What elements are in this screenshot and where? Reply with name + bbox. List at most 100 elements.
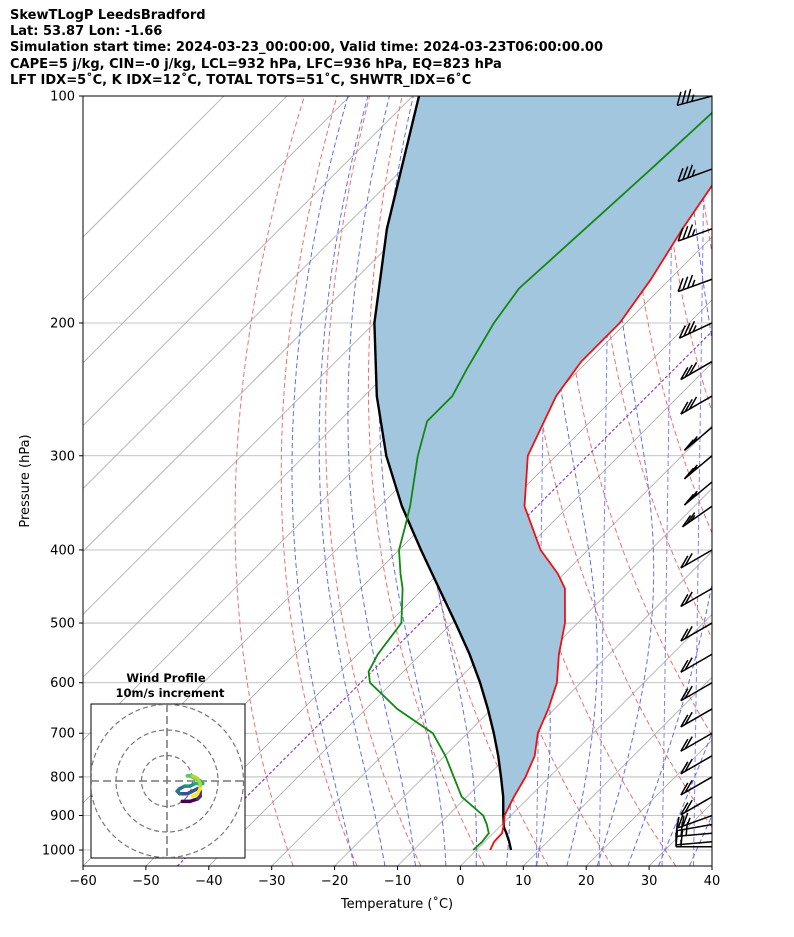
isotherm-line — [208, 362, 712, 866]
x-tick-label: 40 — [704, 874, 721, 889]
moist-adiabat-line — [720, 96, 794, 866]
wind-barb — [680, 776, 713, 796]
moist-adiabat-line — [318, 96, 386, 866]
wind-barb-flag — [686, 164, 694, 179]
hodograph-ring — [91, 704, 245, 858]
wind-barb — [683, 455, 713, 480]
wind-barbs — [675, 88, 713, 848]
cape-area — [374, 96, 712, 827]
wind-barb — [677, 812, 713, 829]
wind-barb-flag — [680, 714, 689, 728]
dry-adiabat-line — [595, 96, 712, 640]
moist-adiabat-line — [658, 731, 712, 866]
isotherm-line — [83, 96, 413, 427]
wind-barb — [680, 587, 713, 608]
wind-barb-flag — [691, 492, 698, 500]
wind-barb-flag — [684, 399, 693, 412]
wind-barb-flag — [678, 325, 686, 339]
wind-barb-flag — [680, 688, 689, 702]
wind-barb-flag — [682, 166, 689, 180]
wind-barb-flag — [687, 464, 698, 477]
y-tick-label: 1000 — [42, 844, 75, 859]
wind-barb-flag — [684, 758, 693, 772]
dry-adiabat-line — [325, 96, 422, 866]
wind-barb — [677, 164, 713, 183]
wind-barb-flag — [684, 657, 693, 671]
wind-barb-flag — [686, 817, 691, 825]
wind-barb-flag — [691, 229, 696, 237]
wind-barb-flag — [683, 439, 694, 451]
wind-barb-flag — [683, 323, 691, 337]
wind-barb — [683, 481, 713, 506]
wind-barb-flag — [683, 493, 694, 506]
isotherm-line — [145, 299, 712, 866]
wind-barb-flag — [684, 626, 693, 639]
dry-adiabat-line — [280, 96, 358, 866]
wind-barb-flag — [683, 467, 694, 480]
dry-adiabat-line — [694, 96, 712, 256]
wind-barb — [680, 796, 713, 816]
wind-barb — [680, 755, 713, 775]
wind-barb-flag — [680, 815, 685, 830]
wind-barb-flag — [684, 364, 693, 378]
moist-adiabat-line — [596, 96, 655, 866]
wind-barb-staff — [676, 823, 713, 832]
wind-barb — [677, 274, 713, 293]
y-axis-label: Pressure (hPa) — [18, 434, 33, 527]
wind-barb-flag — [684, 779, 693, 793]
wind-barb-flag — [680, 659, 689, 673]
mixing-ratio-line — [661, 155, 674, 866]
axes: −60 −50 −40 −30 −20 −10 0 10 20 30 40 1000 900 800 700… — [42, 90, 720, 890]
profile-series — [367, 96, 712, 851]
wind-barb — [678, 320, 713, 339]
y-tick-label: 300 — [50, 449, 75, 464]
wind-barb-flag — [687, 490, 698, 503]
x-tick-label: 20 — [578, 874, 595, 889]
y-tick-label: 100 — [50, 90, 75, 105]
wind-barb-flag — [680, 594, 689, 607]
wind-barb-flag — [681, 90, 687, 105]
title-line-2: Lat: 53.87 Lon: -1.66 — [10, 24, 163, 39]
wind-barb-flag — [684, 711, 693, 725]
isotherm-line — [460, 613, 712, 866]
x-tick-label: −30 — [258, 874, 285, 889]
wind-barb — [680, 682, 713, 702]
isotherm-line — [83, 96, 225, 238]
isotherm-line — [83, 96, 476, 490]
dewpoint-line — [367, 111, 712, 851]
mixing-ratio-line — [535, 155, 548, 866]
isotherm-line — [523, 676, 712, 866]
y-tick-label: 700 — [50, 727, 75, 742]
x-tick-label: 10 — [515, 874, 532, 889]
title-line-1: SkewTLogP LeedsBradford — [10, 8, 206, 23]
wind-barb-flag — [688, 362, 698, 375]
wind-barb — [680, 360, 713, 381]
wind-barb-flag — [680, 367, 689, 380]
hodograph-plot — [91, 704, 245, 858]
isotherm-line — [83, 96, 351, 364]
wind-barb-flag — [692, 325, 697, 333]
title-line-3: Simulation start time: 2024-03-23_00:00:… — [10, 40, 603, 55]
moist-adiabat-line — [548, 96, 598, 866]
isotherm-line — [83, 96, 288, 301]
wind-barb — [681, 505, 713, 528]
wind-barb-flag — [691, 438, 698, 445]
isotherm-line — [271, 425, 712, 866]
wind-barb — [680, 732, 713, 752]
y-tick-label: 200 — [50, 316, 75, 331]
hodograph-segment — [190, 792, 200, 799]
mixing-ratio-line — [693, 155, 705, 866]
wind-barb-staff — [676, 832, 713, 838]
wind-barb-flag — [677, 278, 684, 292]
x-tick-label: −40 — [195, 874, 222, 889]
dry-adiabat-line — [728, 96, 794, 866]
wind-barb-flag — [677, 814, 684, 829]
wind-barb-flag — [691, 466, 698, 473]
title-line-4: CAPE=5 j/kg, CIN=-0 j/kg, LCL=932 hPa, L… — [10, 57, 502, 72]
wind-barb-flag — [686, 512, 696, 525]
wind-barb-flag — [684, 591, 693, 605]
wind-barb-staff — [676, 840, 713, 846]
wind-barb-flag — [677, 167, 684, 182]
wind-barb-flag — [684, 552, 693, 566]
reference-isotherm-line — [176, 330, 712, 866]
